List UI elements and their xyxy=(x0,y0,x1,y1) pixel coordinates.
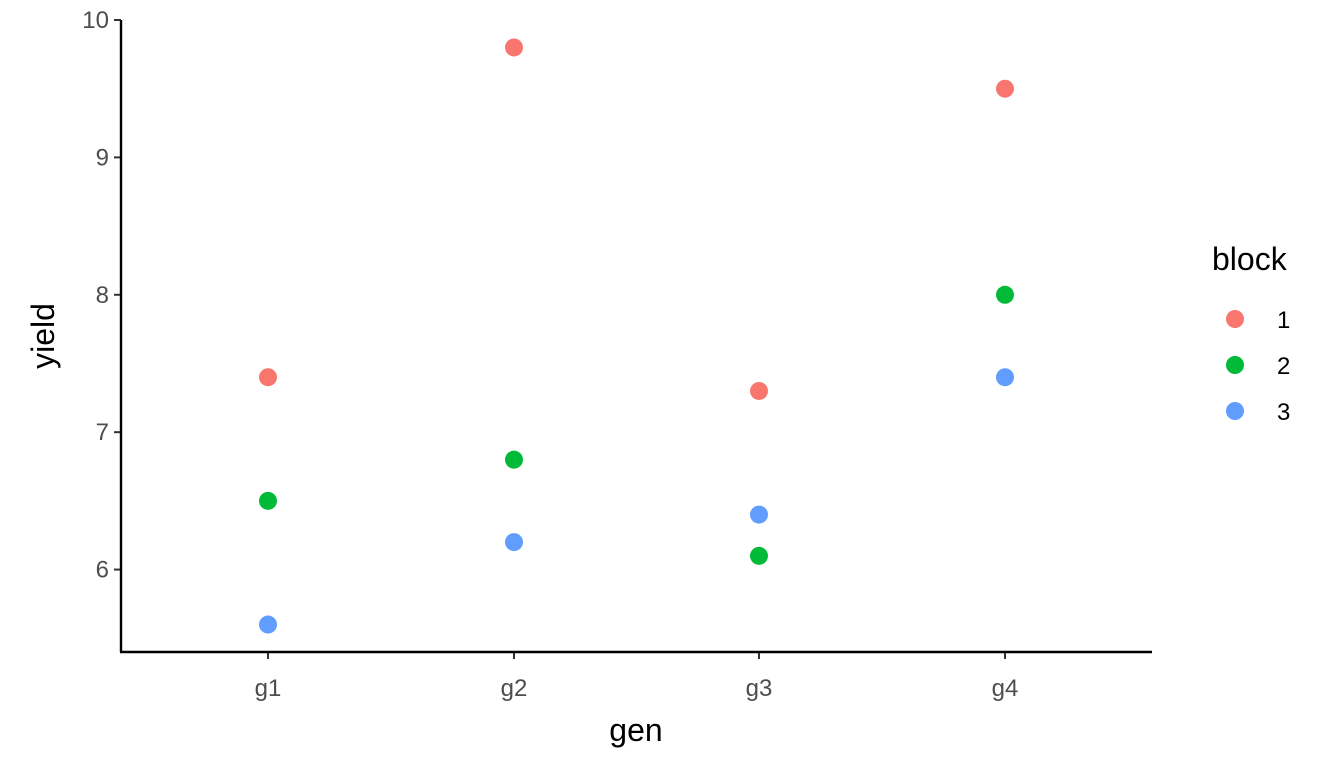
legend-label: 3 xyxy=(1277,399,1290,426)
data-point-block-2-g3 xyxy=(750,546,768,565)
data-point-block-1-g2 xyxy=(505,38,523,57)
data-point-block-2-g2 xyxy=(505,450,523,469)
data-point-block-3-g4 xyxy=(996,368,1014,387)
x-tick-label: g4 xyxy=(992,675,1019,702)
legend-title: block xyxy=(1212,241,1288,277)
legend-key-3 xyxy=(1226,402,1244,420)
legend-key-2 xyxy=(1226,356,1244,374)
data-point-block-1-g4 xyxy=(996,79,1014,98)
data-points xyxy=(259,38,1014,634)
legend-key-1 xyxy=(1226,310,1244,328)
y-tick-label: 10 xyxy=(82,7,109,34)
data-point-block-3-g1 xyxy=(259,615,277,634)
x-axis-ticks: g1 g2 g3 g4 xyxy=(255,652,1019,702)
y-tick-label: 8 xyxy=(96,282,109,309)
y-axis-title: yield xyxy=(25,303,61,369)
y-tick-label: 6 xyxy=(96,557,109,584)
y-axis-ticks: 6 7 8 9 10 xyxy=(82,7,121,584)
data-point-block-1-g3 xyxy=(750,381,768,400)
data-point-block-2-g1 xyxy=(259,491,277,510)
x-axis-title: gen xyxy=(609,712,662,748)
x-tick-label: g2 xyxy=(501,675,528,702)
legend-label: 2 xyxy=(1277,353,1290,380)
data-point-block-3-g3 xyxy=(750,505,768,524)
y-tick-label: 7 xyxy=(96,419,109,446)
x-tick-label: g1 xyxy=(255,675,282,702)
data-point-block-3-g2 xyxy=(505,533,523,552)
data-point-block-2-g4 xyxy=(996,285,1014,304)
y-tick-label: 9 xyxy=(96,144,109,171)
legend: block 1 2 3 xyxy=(1212,241,1290,426)
x-tick-label: g3 xyxy=(746,675,773,702)
data-point-block-1-g1 xyxy=(259,368,277,387)
legend-label: 1 xyxy=(1277,307,1290,334)
